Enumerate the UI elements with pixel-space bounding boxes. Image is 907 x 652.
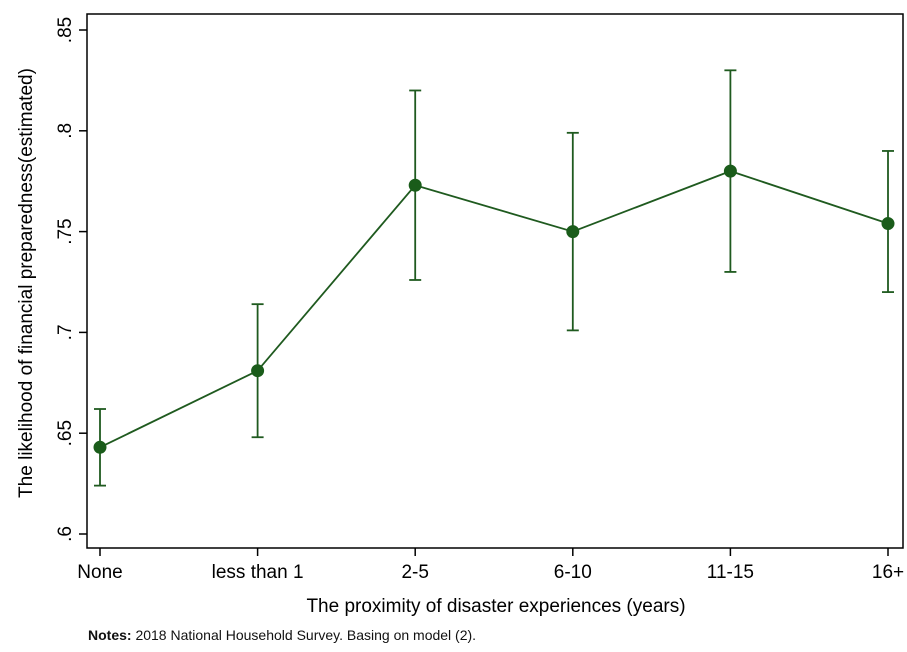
y-tick-label: .75 [55,218,76,244]
x-axis-title: The proximity of disaster experiences (y… [306,596,685,617]
x-tick-label: 6-10 [554,562,592,583]
data-points [93,164,895,454]
x-axis: None less than 1 2-5 6-10 11-15 16+ [77,548,904,583]
y-tick-label: .8 [55,123,76,139]
data-point [408,178,422,192]
notes-text: 2018 National Household Survey. Basing o… [131,627,477,643]
y-tick-label: .7 [55,324,76,340]
plot-area [86,13,904,549]
data-point [723,164,737,178]
x-tick-label: 11-15 [707,562,754,583]
y-tick-label: .85 [55,17,76,43]
x-tick-label: None [77,562,122,583]
chart: .6 .65 .7 .75 .8 .85 None less than 1 2-5 6-10 11… [16,13,904,617]
notes: Notes: 2018 National Household Survey. B… [88,627,476,643]
x-tick-label: less than 1 [212,562,304,583]
y-axis-title: The likelihood of financial preparedness… [16,68,37,498]
x-tick-label: 2-5 [401,562,428,583]
error-bars [94,69,894,487]
plot-border [86,13,904,549]
data-point [251,364,265,378]
data-point [566,225,580,239]
y-tick-label: .65 [55,420,76,446]
series-line-path [99,170,889,449]
notes-label: Notes: [88,627,132,643]
data-point [93,440,107,454]
y-tick-label: .6 [55,526,76,542]
data-point [881,217,895,231]
x-tick-label: 16+ [872,562,904,583]
series-line [99,170,889,449]
y-axis: .6 .65 .7 .75 .8 .85 [55,17,87,542]
